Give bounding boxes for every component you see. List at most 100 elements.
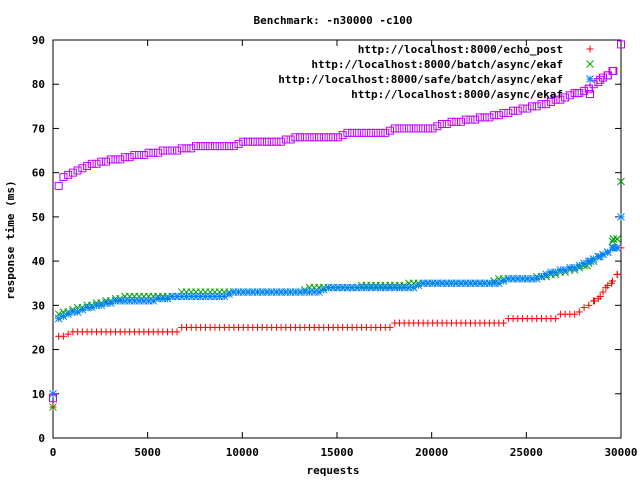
data-point xyxy=(596,252,605,261)
data-point xyxy=(428,124,437,133)
data-point xyxy=(371,128,380,137)
data-point xyxy=(125,153,134,162)
legend-label: http://localhost:8000/batch/async/ekaf xyxy=(311,58,563,71)
data-point xyxy=(310,133,319,142)
data-point xyxy=(490,111,499,120)
data-point xyxy=(239,137,248,146)
data-point xyxy=(466,115,475,124)
data-point xyxy=(518,104,527,113)
y-tick-label: 10 xyxy=(32,388,45,401)
data-point xyxy=(381,128,390,137)
data-point xyxy=(315,133,324,142)
y-axis: 0 10 20 30 40 50 60 70 80 90 xyxy=(32,34,621,445)
data-point xyxy=(575,89,584,98)
data-point xyxy=(163,146,172,155)
data-point xyxy=(305,133,314,142)
data-point xyxy=(532,102,541,111)
data-point xyxy=(173,146,182,155)
data-point xyxy=(248,137,257,146)
data-point xyxy=(613,243,622,252)
data-point xyxy=(215,142,224,151)
data-point xyxy=(551,95,560,104)
data-point xyxy=(400,124,409,133)
data-point xyxy=(461,115,470,124)
data-point xyxy=(111,155,120,164)
data-point xyxy=(329,133,338,142)
x-tick-label: 15000 xyxy=(320,446,353,459)
data-point xyxy=(390,124,399,133)
data-point xyxy=(433,122,442,131)
data-point xyxy=(149,148,158,157)
data-point xyxy=(447,117,456,126)
data-point xyxy=(471,115,480,124)
data-point xyxy=(54,181,63,190)
data-point xyxy=(191,142,200,151)
data-point xyxy=(348,128,357,137)
data-point xyxy=(609,243,618,252)
data-point xyxy=(452,117,461,126)
legend-marker xyxy=(586,45,594,53)
data-point xyxy=(59,332,67,340)
data-point xyxy=(173,328,181,336)
x-tick-label: 10000 xyxy=(226,446,259,459)
data-point xyxy=(566,263,574,272)
data-point xyxy=(542,100,551,109)
data-point xyxy=(281,135,290,144)
data-point xyxy=(272,137,281,146)
series-1 xyxy=(49,244,625,411)
data-point xyxy=(386,323,394,331)
data-point xyxy=(87,159,96,168)
legend-marker xyxy=(586,60,594,68)
data-point xyxy=(120,153,129,162)
data-point xyxy=(333,133,342,142)
data-point xyxy=(78,164,87,173)
data-point xyxy=(262,137,271,146)
data-point xyxy=(220,142,229,151)
data-point xyxy=(177,144,186,153)
data-point xyxy=(73,166,82,175)
data-point xyxy=(182,144,191,153)
data-point xyxy=(338,131,347,140)
data-point xyxy=(68,168,77,177)
data-point xyxy=(187,144,196,153)
data-point xyxy=(457,117,466,126)
y-tick-label: 0 xyxy=(38,432,45,445)
series-2 xyxy=(49,177,625,411)
data-point xyxy=(546,97,555,106)
y-tick-label: 90 xyxy=(32,34,45,47)
x-tick-label: 25000 xyxy=(510,446,543,459)
data-point xyxy=(580,304,588,312)
data-point xyxy=(106,155,115,164)
data-point xyxy=(602,284,610,292)
data-point xyxy=(528,102,537,111)
data-point xyxy=(617,177,625,186)
data-point xyxy=(499,108,508,117)
y-tick-label: 30 xyxy=(32,299,45,312)
data-point xyxy=(210,142,219,151)
data-point xyxy=(419,124,428,133)
data-point xyxy=(83,162,92,171)
data-point xyxy=(586,257,595,265)
data-point xyxy=(49,394,57,403)
data-point xyxy=(552,315,560,323)
y-tick-label: 70 xyxy=(32,122,45,135)
y-tick-label: 40 xyxy=(32,255,45,268)
y-axis-label: response time (ms) xyxy=(4,180,17,299)
data-point xyxy=(277,137,286,146)
data-point xyxy=(596,292,604,300)
data-point xyxy=(244,137,253,146)
x-axis: 0 5000 10000 15000 20000 25000 30000 xyxy=(50,40,638,459)
data-point xyxy=(258,137,267,146)
data-point xyxy=(590,297,598,305)
data-point xyxy=(296,133,305,142)
data-point xyxy=(102,157,111,166)
data-point xyxy=(573,89,582,98)
data-point xyxy=(154,148,163,157)
data-point xyxy=(267,137,276,146)
data-point xyxy=(376,128,385,137)
data-point xyxy=(286,135,295,144)
data-point xyxy=(357,128,366,137)
data-point xyxy=(608,237,617,246)
data-point xyxy=(352,128,361,137)
data-point xyxy=(570,89,579,98)
